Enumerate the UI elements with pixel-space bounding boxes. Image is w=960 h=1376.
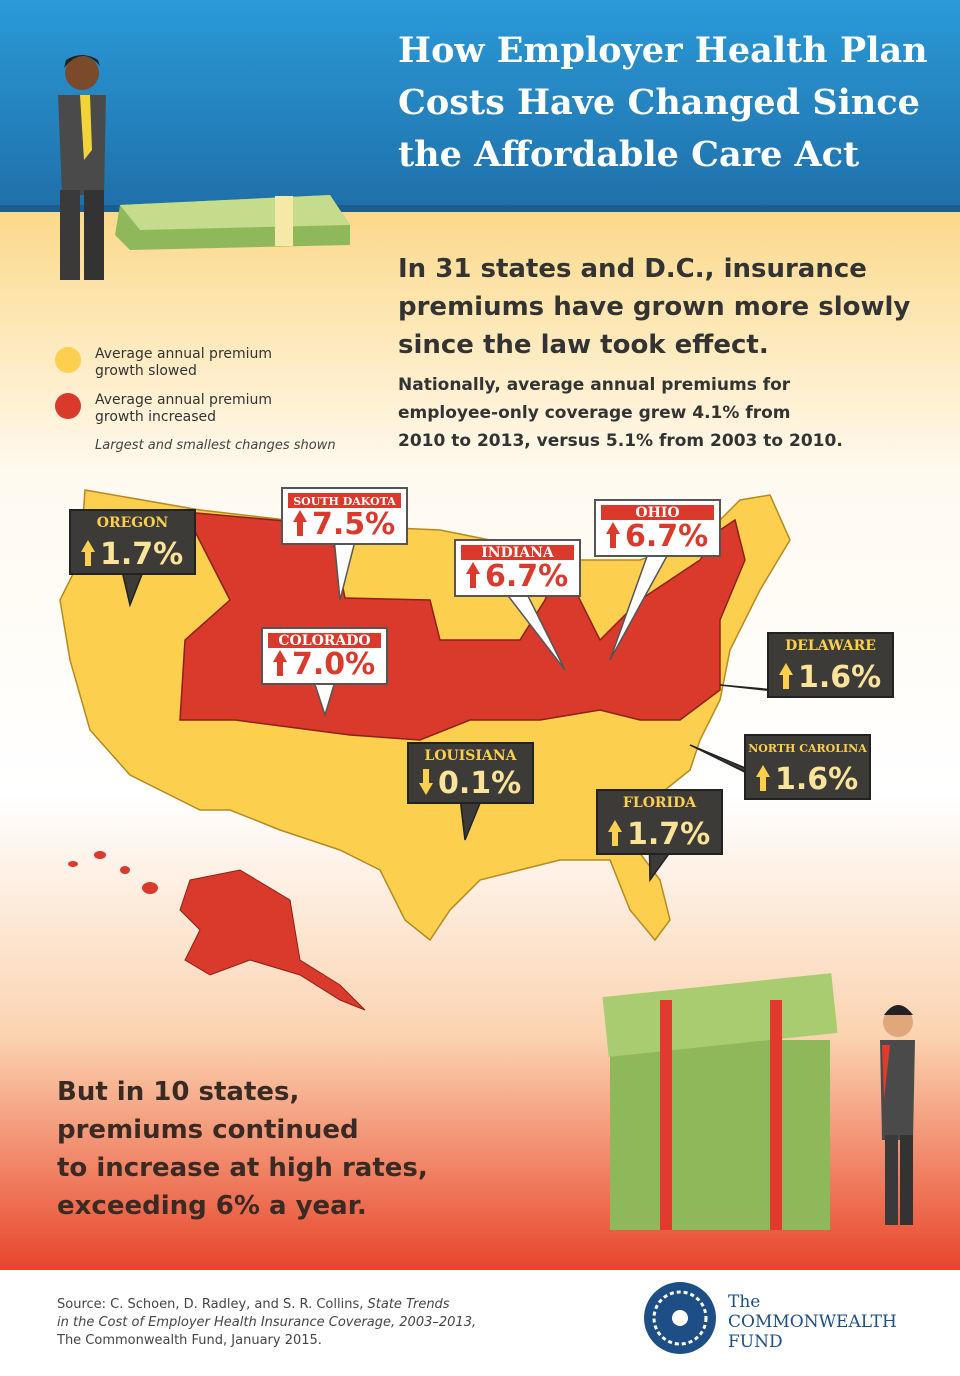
source-part: in the Cost of Employer Health Insurance…: [57, 1315, 476, 1330]
legend-swatch: [55, 347, 81, 373]
legend-label: Average annual premium: [95, 346, 272, 362]
header-edge: [0, 205, 960, 213]
logo-text: COMMONWEALTH: [728, 1312, 897, 1332]
logo-emblem: [644, 1282, 716, 1354]
title: How Employer Health Plan: [398, 30, 928, 71]
legend-label: Average annual premium: [95, 392, 272, 408]
callout-state: SOUTH DAKOTA: [293, 495, 396, 508]
callout-state: COLORADO: [278, 633, 370, 649]
callout-state: NORTH CAROLINA: [748, 742, 867, 755]
callout-header: [288, 493, 401, 508]
callout-header: [601, 505, 714, 520]
callout-state: DELAWARE: [785, 638, 876, 654]
callout-state: INDIANA: [481, 545, 555, 561]
footer-band: [0, 1270, 960, 1376]
man-illustration: [880, 1005, 915, 1225]
headline: In 31 states and D.C., insurance: [398, 254, 867, 284]
callout-state: OHIO: [635, 505, 679, 521]
callout-header: [461, 545, 574, 560]
callout-value: 1.6%: [775, 762, 858, 797]
logo-text: FUND: [728, 1332, 783, 1352]
headline: premiums have grown more slowly: [398, 292, 910, 322]
bottom-statement: premiums continued: [57, 1115, 359, 1145]
callout-value: 1.7%: [100, 537, 183, 572]
direction-arrow: [419, 769, 433, 795]
legend-label: growth increased: [95, 409, 216, 425]
title: Costs Have Changed Since: [398, 82, 920, 123]
callout-state: FLORIDA: [623, 795, 697, 811]
direction-arrow: [779, 663, 793, 689]
callout-state: OREGON: [97, 515, 169, 531]
callout-value: 6.7%: [485, 559, 568, 594]
source: in the Cost of Employer Health Insurance…: [57, 1315, 476, 1330]
direction-arrow: [756, 765, 770, 791]
source-part: State Trends: [368, 1297, 450, 1312]
callout: NORTH CAROLINA 1.6%: [689, 734, 871, 800]
direction-arrow: [606, 522, 620, 548]
callout: OREGON 1.7%: [69, 509, 196, 608]
bottom-statement: But in 10 states,: [57, 1077, 299, 1107]
headline: since the law took effect.: [398, 330, 769, 360]
title: the Affordable Care Act: [398, 134, 859, 175]
callout-value: 1.7%: [627, 817, 710, 852]
detail: 2010 to 2013, versus 5.1% from 2003 to 2…: [398, 431, 843, 451]
direction-arrow: [273, 650, 287, 676]
direction-arrow: [608, 820, 622, 846]
direction-arrow: [293, 510, 307, 536]
callout-value: 1.6%: [798, 660, 881, 695]
source-part: Source: C. Schoen, D. Radley, and S. R. …: [57, 1297, 368, 1312]
source-part: The Commonwealth Fund, January 2015.: [56, 1333, 322, 1348]
money-stack: [115, 195, 350, 250]
header-band: [0, 0, 960, 212]
legend-note: Largest and smallest changes shown: [95, 438, 336, 453]
callout-value: 7.5%: [312, 507, 395, 542]
callout: DELAWARE 1.6%: [719, 632, 894, 698]
legend-label: growth slowed: [95, 363, 197, 379]
money-pile: [602, 973, 838, 1230]
callout-value: 7.0%: [292, 647, 375, 682]
detail: Nationally, average annual premiums for: [398, 375, 791, 395]
legend-swatch: [55, 393, 81, 419]
direction-arrow: [81, 540, 95, 566]
callout-header: [268, 633, 381, 648]
detail: employee-only coverage grew 4.1% from: [398, 403, 791, 423]
source: Source: C. Schoen, D. Radley, and S. R. …: [57, 1297, 450, 1312]
source: The Commonwealth Fund, January 2015.: [56, 1333, 322, 1348]
callout: LOUISIANA 0.1%: [407, 742, 534, 841]
logo-text: The: [728, 1292, 760, 1312]
callout-value: 0.1%: [438, 766, 521, 801]
man-illustration: [58, 55, 106, 280]
bottom-statement: to increase at high rates,: [57, 1153, 428, 1183]
callout-value: 6.7%: [625, 519, 708, 554]
callout-state: LOUISIANA: [425, 748, 518, 764]
direction-arrow: [466, 562, 480, 588]
callout: FLORIDA 1.7%: [596, 789, 723, 883]
bottom-statement: exceeding 6% a year.: [57, 1191, 367, 1221]
